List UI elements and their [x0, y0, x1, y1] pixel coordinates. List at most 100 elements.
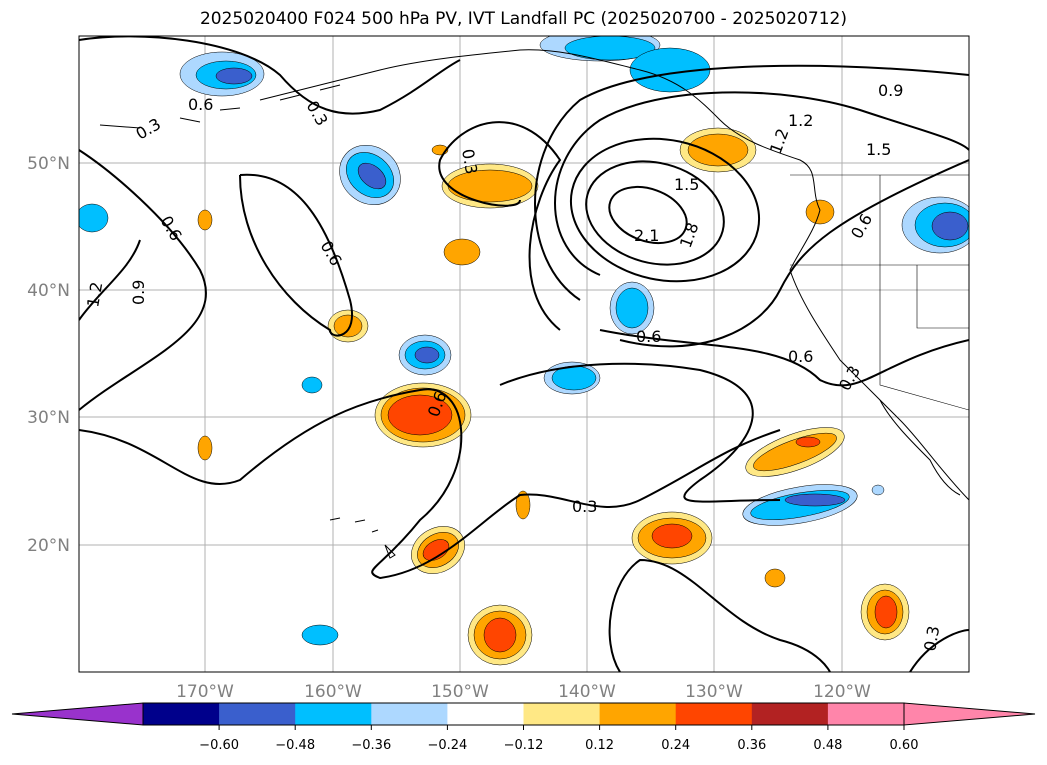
plot-area	[79, 36, 969, 672]
pv-patch-negative	[871, 484, 885, 496]
colorbar-tick-label: −0.48	[275, 738, 315, 753]
contour-label: 0.3	[458, 147, 481, 175]
pv-patch-positive	[805, 199, 835, 225]
colorbar-tick-label: 0.60	[890, 738, 919, 753]
pv-patch-negative	[564, 36, 656, 61]
colorbar-tick-label: −0.36	[351, 738, 391, 753]
colorbar-tick-label: −0.12	[504, 738, 544, 753]
colorbar-bin	[143, 703, 220, 725]
colorbar-bin	[371, 703, 448, 725]
pv-patch-positive	[422, 539, 450, 561]
lat-label: 40°N	[27, 281, 70, 301]
state-borders	[790, 174, 969, 411]
colorbar-bin	[523, 703, 601, 725]
pv-patch-negative	[79, 203, 109, 233]
ivt-contours	[79, 36, 969, 672]
colorbar-bin	[219, 703, 296, 725]
colorbar-tick-label: 0.36	[737, 738, 766, 753]
contour-label: 0.6	[188, 95, 213, 114]
contour-label: 1.2	[788, 111, 813, 130]
map-title: 2025020400 F024 500 hPa PV, IVT Landfall…	[199, 9, 847, 29]
contour-0.3	[499, 362, 781, 503]
contour-1.8	[585, 160, 725, 266]
pv-filled-patches	[79, 36, 969, 666]
contour-0.3	[608, 558, 831, 672]
pv-patch-negative	[615, 287, 649, 329]
contour-label: 0.3	[572, 497, 597, 516]
pv-patch-positive	[651, 523, 693, 549]
contour-label: 0.9	[878, 81, 903, 100]
contour-label: 1.2	[83, 280, 106, 308]
pv-patch-positive	[764, 568, 786, 588]
pv-patch-positive	[197, 435, 213, 461]
colorbar-under-arrow	[11, 702, 144, 726]
pv-patch-positive	[387, 394, 453, 436]
contour-0.6	[619, 159, 969, 348]
coastlines	[99, 49, 969, 559]
pv-patch-negative	[414, 346, 440, 364]
colorbar-bin	[827, 703, 905, 725]
colorbar-tick-label: 0.24	[661, 738, 690, 753]
colorbar-tick-label: 0.48	[813, 738, 842, 753]
pv-patch-positive	[443, 238, 481, 266]
baja-coast	[879, 399, 961, 496]
contour-1.5	[569, 137, 761, 283]
colorbar-tick-label: −0.24	[427, 738, 467, 753]
contour-0.6	[438, 121, 562, 331]
hawaii-islands	[329, 517, 396, 559]
lon-label: 130°W	[685, 682, 743, 702]
lon-label: 170°W	[176, 682, 234, 702]
contour-1.2	[79, 239, 141, 321]
colorbar-bin	[675, 703, 753, 725]
colorbar-bin	[447, 703, 524, 725]
colorbar: −0.60 −0.48 −0.36 −0.24 −0.12 0.12 0.24 0.36 0.4…	[11, 702, 1036, 753]
pv-patch-positive	[795, 436, 821, 448]
contour-label: 1.5	[674, 175, 699, 194]
pv-patch-positive	[687, 133, 749, 167]
lat-label: 30°N	[27, 408, 70, 428]
contour-0.9	[534, 64, 969, 301]
pv-patch-positive	[483, 617, 517, 653]
pv-patch-positive	[333, 314, 363, 338]
north-america-coast	[789, 209, 969, 501]
pv-patch-positive	[447, 169, 533, 203]
lon-label: 150°W	[431, 682, 489, 702]
aleutian-islands	[99, 84, 341, 129]
colorbar-tick-label: 0.12	[585, 738, 614, 753]
contour-1.2	[554, 91, 969, 276]
lon-label: 120°W	[813, 682, 871, 702]
pv-patch-negative	[931, 211, 969, 241]
lon-label: 160°W	[304, 682, 362, 702]
contour-2.1	[608, 185, 688, 245]
pv-patch-positive	[197, 209, 213, 231]
colorbar-tick-label: −0.60	[199, 738, 239, 753]
latitude-labels: 50°N 40°N 30°N 20°N	[27, 154, 70, 556]
contour-label: 0.6	[788, 347, 813, 366]
lat-label: 20°N	[27, 536, 70, 556]
plot-frame	[78, 35, 970, 673]
colorbar-bin	[295, 703, 372, 725]
pv-patch-negative	[784, 493, 846, 507]
contour-label: 1.5	[866, 140, 891, 159]
contour-0.3	[79, 388, 781, 580]
longitude-labels: 170°W 160°W 150°W 140°W 130°W 120°W	[176, 682, 871, 702]
contour-0.3	[599, 329, 969, 387]
pv-patch-positive	[874, 595, 898, 629]
contour-label: 0.6	[636, 327, 661, 346]
contour-label: 2.1	[634, 226, 659, 245]
contour-0.3	[909, 629, 969, 672]
pv-patch-negative	[301, 376, 323, 394]
lon-label: 140°W	[558, 682, 616, 702]
colorbar-over-arrow	[903, 702, 1036, 726]
contour-0.6	[239, 173, 353, 337]
contour-0.6	[79, 149, 207, 411]
pv-patch-negative	[357, 162, 387, 190]
colorbar-bin	[599, 703, 677, 725]
lat-label: 50°N	[27, 154, 70, 174]
pv-patch-negative	[301, 624, 339, 646]
contour-label: 0.3	[920, 624, 943, 652]
contour-0.3	[79, 36, 461, 115]
pv-patch-negative	[215, 67, 253, 85]
colorbar-bin	[751, 703, 829, 725]
